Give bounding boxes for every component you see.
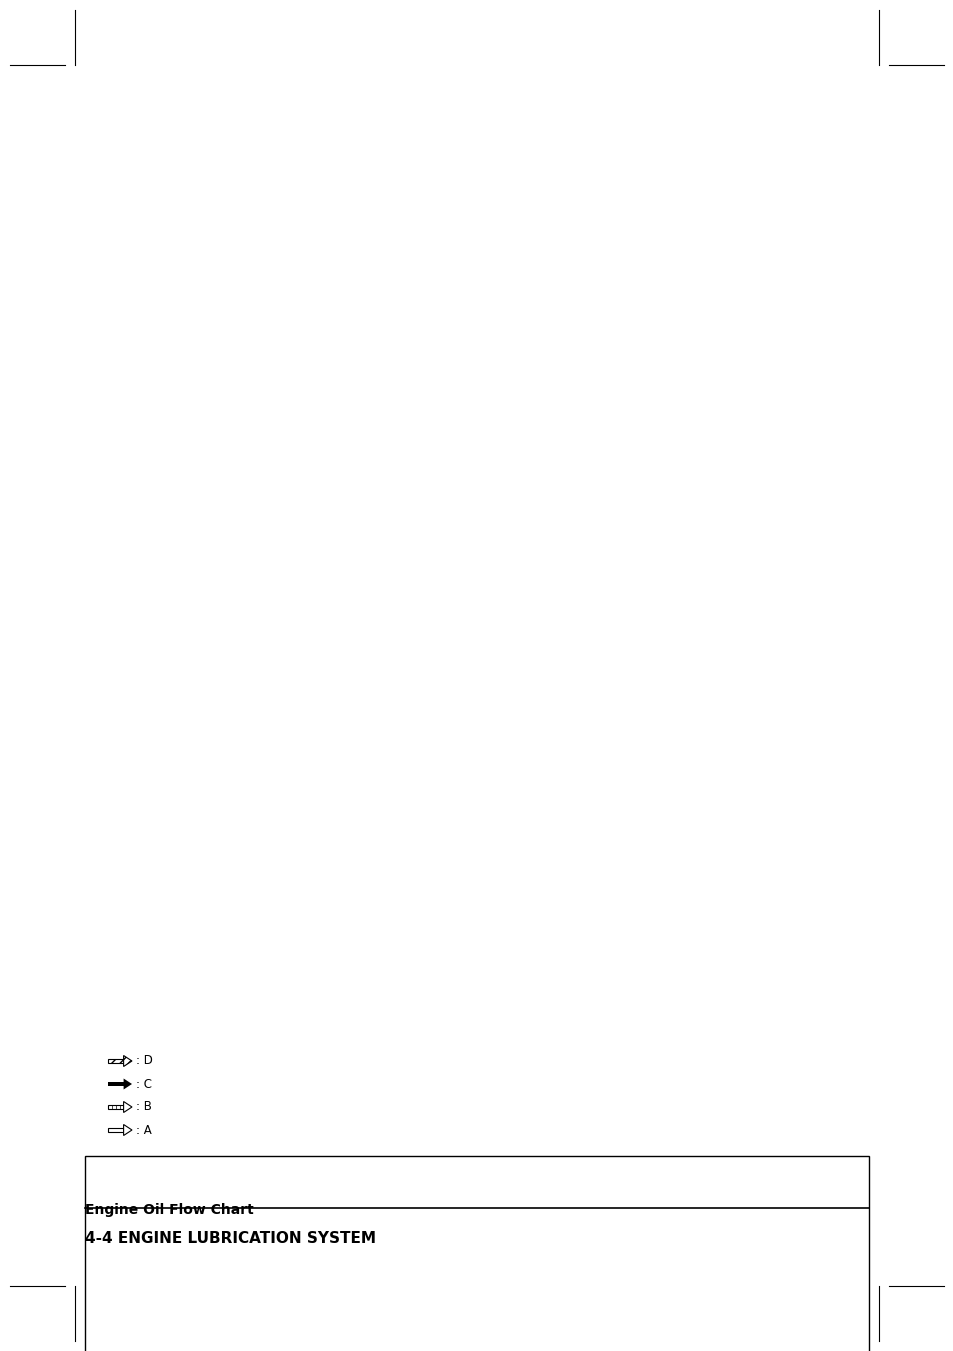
Bar bbox=[108, 1059, 124, 1063]
Bar bbox=[85, 1156, 868, 1351]
Text: : B: : B bbox=[136, 1101, 152, 1113]
Polygon shape bbox=[124, 1078, 132, 1089]
Polygon shape bbox=[124, 1101, 132, 1112]
Text: Engine Oil Flow Chart: Engine Oil Flow Chart bbox=[85, 1202, 253, 1217]
Polygon shape bbox=[124, 1124, 132, 1135]
Text: 4-4 ENGINE LUBRICATION SYSTEM: 4-4 ENGINE LUBRICATION SYSTEM bbox=[85, 1231, 375, 1246]
Bar bbox=[108, 1105, 124, 1109]
Text: : A: : A bbox=[136, 1124, 152, 1136]
Text: : C: : C bbox=[136, 1078, 152, 1090]
Polygon shape bbox=[124, 1055, 132, 1066]
Bar bbox=[108, 1128, 124, 1132]
Text: : D: : D bbox=[136, 1055, 152, 1067]
Bar bbox=[108, 1082, 124, 1086]
